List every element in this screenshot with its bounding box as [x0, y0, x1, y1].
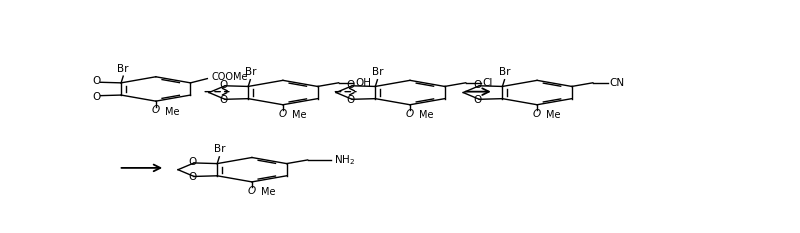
- Text: O: O: [474, 95, 482, 105]
- Text: NH$_2$: NH$_2$: [334, 153, 355, 167]
- Text: COOMe: COOMe: [211, 72, 248, 82]
- Text: Me: Me: [546, 110, 561, 120]
- Text: $\it{O}$: $\it{O}$: [151, 103, 161, 115]
- Text: Cl: Cl: [482, 78, 493, 88]
- Text: OH: OH: [355, 78, 371, 88]
- Text: $\it{O}$: $\it{O}$: [247, 184, 257, 196]
- Text: Me: Me: [292, 110, 306, 120]
- Text: Br: Br: [214, 144, 225, 154]
- Text: Me: Me: [261, 187, 276, 197]
- Text: Br: Br: [245, 67, 256, 77]
- Text: Br: Br: [372, 67, 383, 77]
- Text: O: O: [220, 95, 228, 105]
- Text: $\it{O}$: $\it{O}$: [278, 107, 288, 119]
- Text: O: O: [220, 80, 228, 90]
- Text: O: O: [346, 80, 355, 90]
- Text: O: O: [474, 80, 482, 90]
- Text: Me: Me: [419, 110, 434, 120]
- Text: Me: Me: [165, 106, 179, 116]
- Text: Br: Br: [118, 64, 129, 74]
- Text: O: O: [189, 157, 197, 167]
- Text: O: O: [93, 76, 101, 86]
- Text: $\it{O}$: $\it{O}$: [405, 107, 415, 119]
- Text: Br: Br: [498, 67, 510, 77]
- Text: O: O: [93, 92, 101, 102]
- Text: O: O: [346, 95, 355, 105]
- Text: O: O: [189, 172, 197, 182]
- Text: CN: CN: [610, 78, 625, 88]
- Text: $\it{O}$: $\it{O}$: [532, 107, 542, 119]
